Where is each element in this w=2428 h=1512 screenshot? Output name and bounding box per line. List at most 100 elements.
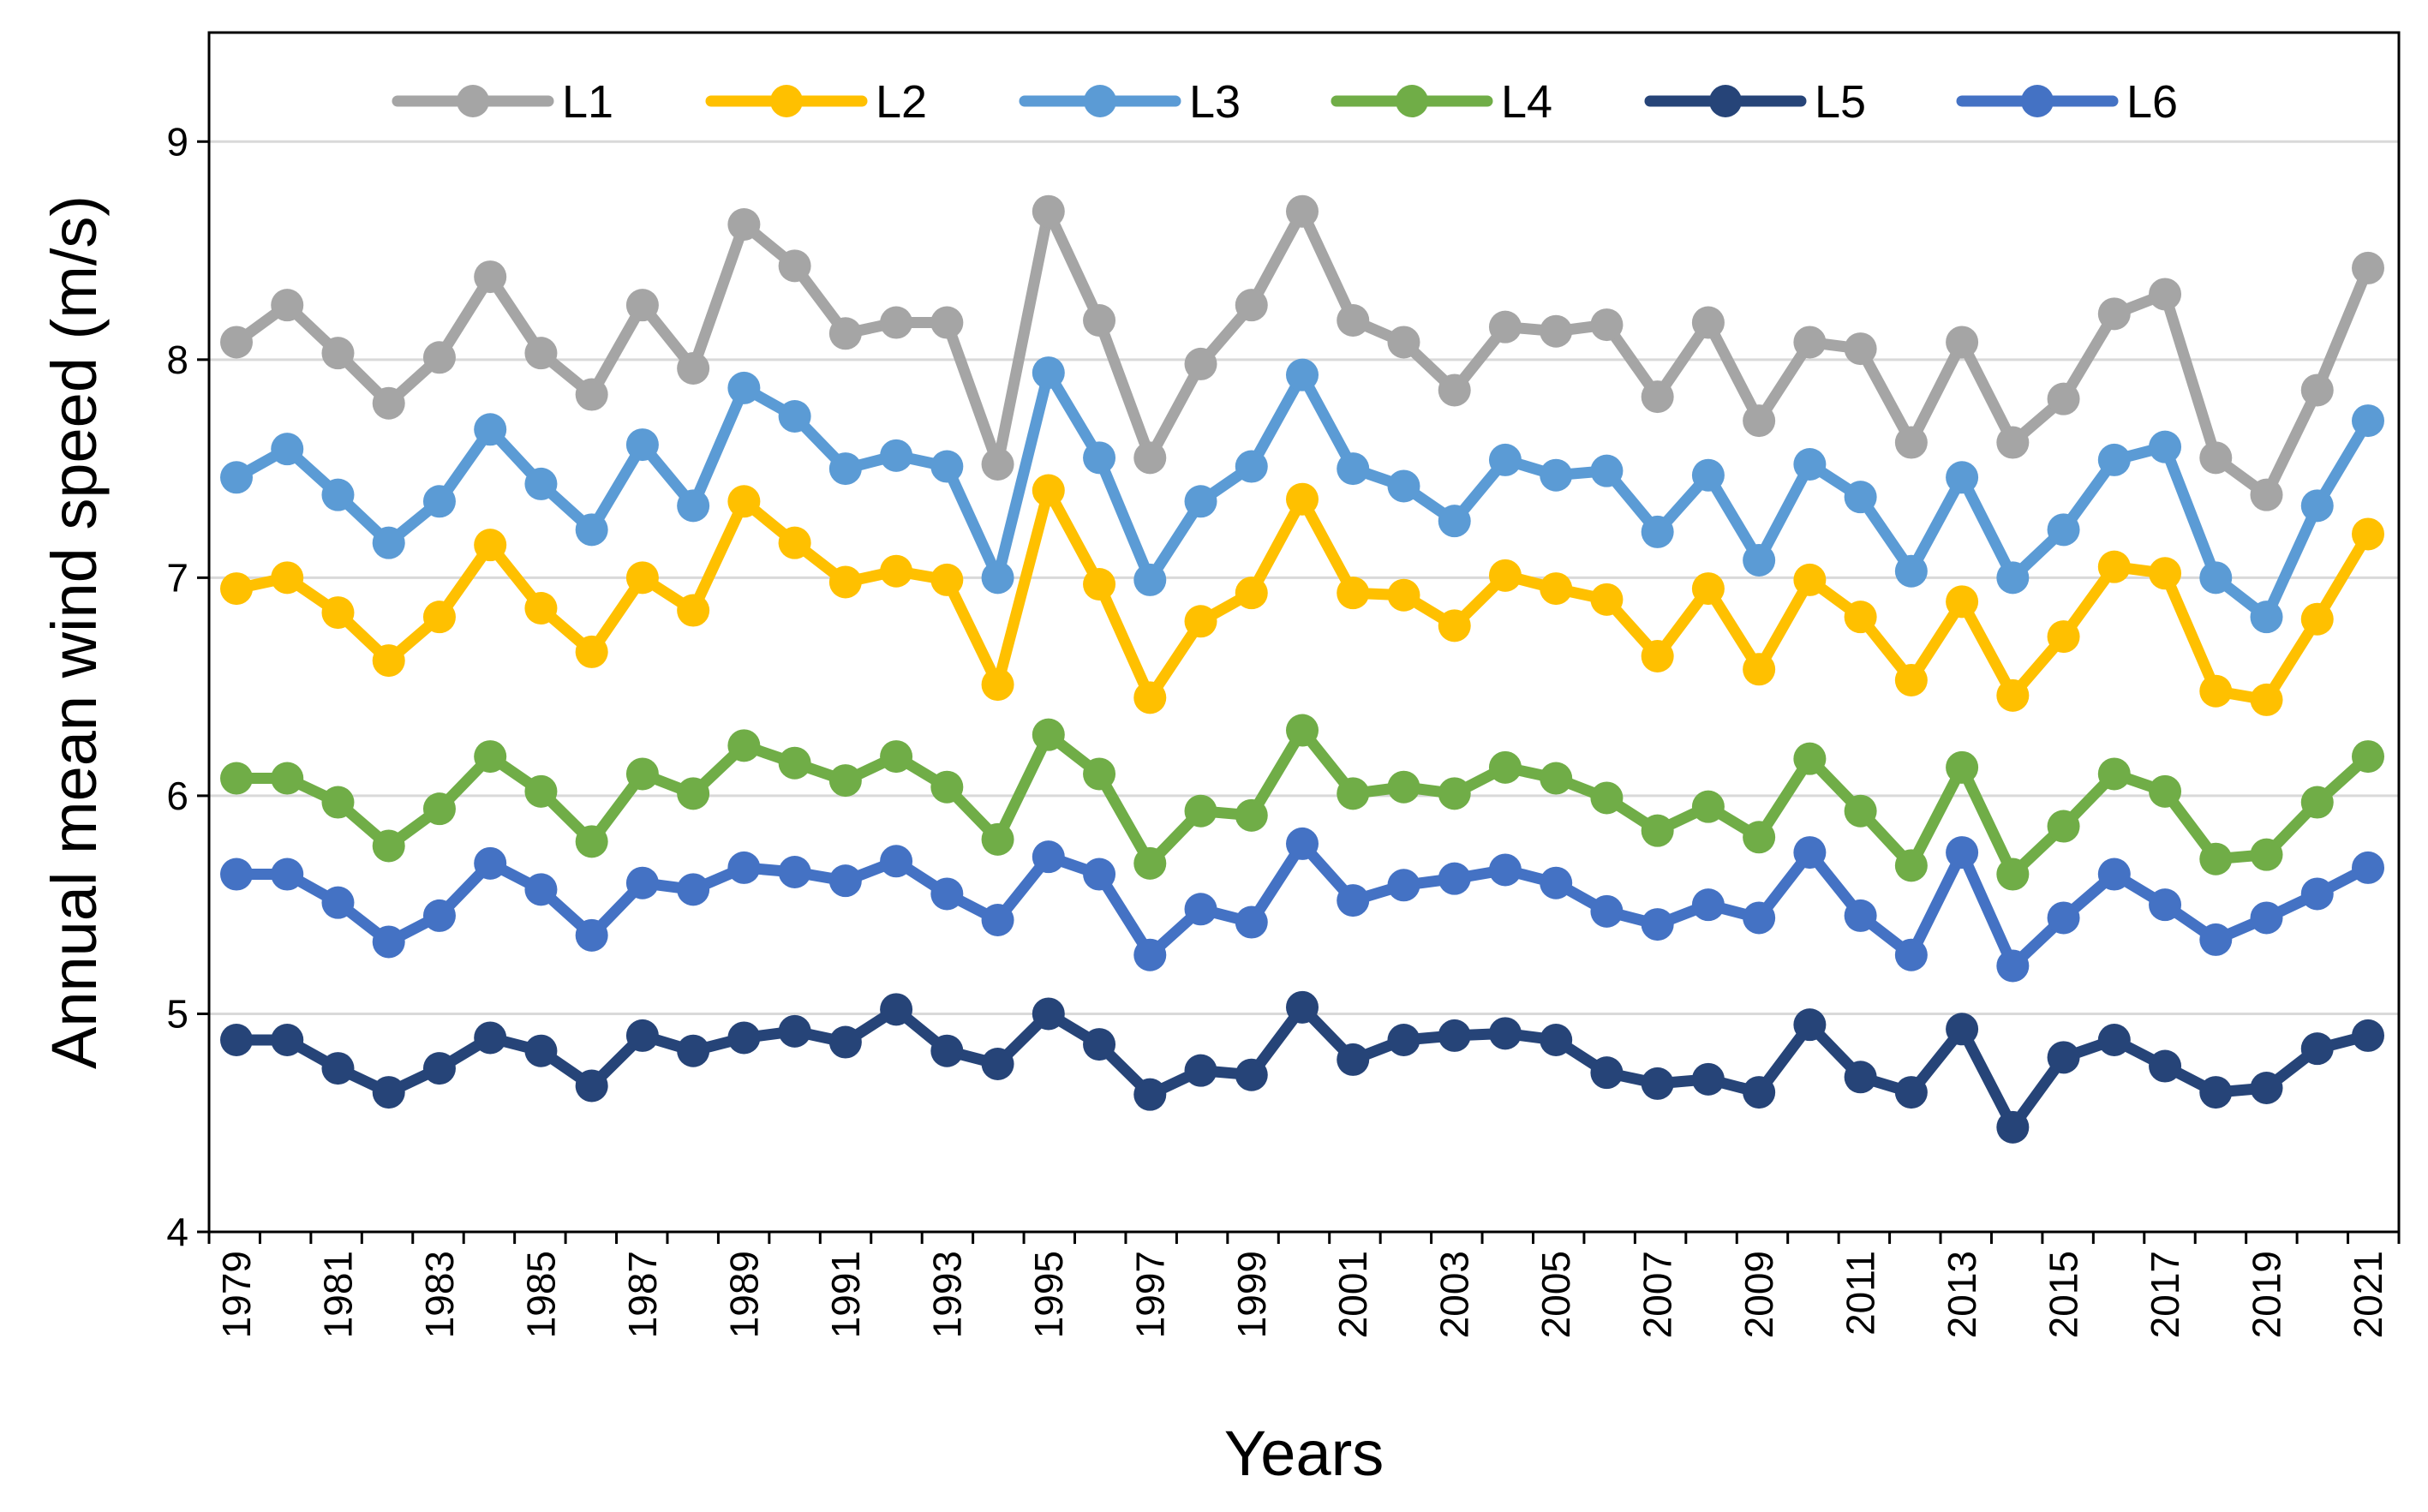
data-point-l1 (2300, 374, 2334, 407)
data-point-l4 (2047, 810, 2080, 843)
data-point-l3 (625, 428, 659, 462)
data-point-l2 (575, 635, 608, 668)
data-point-l5 (2149, 1049, 2182, 1083)
data-point-l4 (271, 762, 304, 795)
data-point-l1 (1337, 304, 1370, 337)
data-point-l2 (1691, 572, 1725, 606)
data-point-l4 (1032, 718, 1065, 751)
data-point-l5 (321, 1052, 355, 1085)
data-point-l5 (1641, 1067, 1674, 1100)
legend-label: L2 (876, 76, 927, 128)
data-point-l5 (1032, 997, 1065, 1031)
data-point-l3 (1337, 452, 1370, 486)
data-point-l2 (2149, 557, 2182, 590)
data-point-l1 (1133, 441, 1167, 475)
data-point-l2 (1894, 664, 1928, 696)
data-point-l4 (1691, 790, 1725, 823)
data-point-l3 (1387, 469, 1420, 503)
data-point-l5 (524, 1034, 558, 1067)
data-point-l6 (1286, 827, 1319, 860)
x-tick-label: 1983 (417, 1251, 462, 1338)
data-point-l5 (930, 1034, 964, 1067)
legend-item-l1: L1 (392, 76, 613, 128)
data-point-l2 (778, 526, 811, 559)
data-point-l6 (1488, 853, 1522, 887)
series-l2 (220, 474, 2384, 716)
data-point-l3 (1691, 458, 1725, 492)
data-point-l3 (2300, 489, 2334, 523)
data-point-l5 (1235, 1058, 1268, 1091)
y-tick-label: 4 (166, 1210, 188, 1254)
data-point-l1 (1540, 314, 1573, 348)
data-point-l4 (2250, 838, 2283, 871)
data-point-l2 (880, 554, 913, 588)
data-point-l1 (1793, 326, 1827, 359)
series-l3 (220, 356, 2384, 634)
y-tick-label: 9 (166, 119, 188, 164)
data-point-l5 (2352, 1019, 2384, 1052)
data-point-l3 (1590, 454, 1624, 487)
data-point-l4 (2300, 786, 2334, 819)
data-point-l5 (1691, 1062, 1725, 1096)
legend-label: L6 (2126, 76, 2178, 128)
data-point-l1 (2149, 278, 2182, 311)
data-point-l5 (880, 993, 913, 1026)
data-point-l2 (2047, 620, 2080, 654)
data-point-l6 (727, 851, 761, 884)
x-tick-label: 2019 (2245, 1251, 2289, 1338)
data-point-l5 (2300, 1032, 2334, 1066)
series-line-l5 (230, 1001, 2374, 1133)
data-point-l2 (2352, 517, 2384, 551)
data-point-l4 (1641, 814, 1674, 847)
data-point-l3 (372, 526, 405, 559)
data-point-l1 (2097, 297, 2131, 331)
data-point-l4 (1540, 762, 1573, 795)
legend-item-l3: L3 (1019, 76, 1241, 128)
data-point-l1 (372, 386, 405, 420)
legend-item-l2: L2 (705, 76, 927, 128)
data-point-l1 (1844, 332, 1877, 366)
data-point-l6 (1337, 884, 1370, 917)
data-point-l3 (1946, 461, 1979, 494)
data-point-l3 (1235, 450, 1268, 483)
x-tick-label: 2009 (1737, 1251, 1781, 1338)
y-tick-label: 8 (166, 338, 188, 382)
legend-label: L3 (1189, 76, 1241, 128)
data-point-l6 (271, 858, 304, 891)
x-tick-label: 2021 (2346, 1251, 2390, 1338)
data-point-l6 (880, 845, 913, 878)
data-point-l1 (1286, 194, 1319, 228)
data-point-l2 (2300, 602, 2334, 636)
data-point-l6 (981, 904, 1014, 936)
data-point-l1 (828, 317, 862, 350)
data-point-l6 (1184, 893, 1217, 926)
x-tick-label: 2003 (1432, 1251, 1477, 1338)
data-point-l6 (1743, 901, 1776, 935)
data-point-l4 (1793, 742, 1827, 775)
data-point-l6 (2097, 858, 2131, 891)
data-point-l5 (1337, 1043, 1370, 1076)
data-point-l2 (1083, 568, 1116, 601)
data-point-l2 (1641, 640, 1674, 672)
data-point-l1 (1996, 426, 2030, 459)
x-tick-label: 2017 (2143, 1251, 2187, 1338)
data-point-l1 (880, 306, 913, 339)
data-point-l3 (2047, 513, 2080, 547)
data-point-l6 (1691, 888, 1725, 922)
data-point-l5 (1590, 1056, 1624, 1090)
data-point-l3 (981, 561, 1014, 595)
data-point-l3 (2352, 404, 2384, 438)
data-point-l4 (981, 822, 1014, 856)
data-point-l3 (2097, 443, 2131, 476)
data-point-l5 (828, 1025, 862, 1059)
data-point-l6 (1946, 836, 1979, 870)
data-point-l4 (1894, 849, 1928, 882)
data-point-l1 (1184, 347, 1217, 380)
data-point-l2 (474, 529, 507, 562)
x-axis: 1979 1981 1983 1985 1987 1989 1991 1993 1995 1997… (207, 1232, 2401, 1338)
data-point-l3 (474, 413, 507, 446)
data-point-l5 (1184, 1054, 1217, 1087)
data-point-l5 (2047, 1041, 2080, 1074)
data-point-l5 (1083, 1028, 1116, 1061)
